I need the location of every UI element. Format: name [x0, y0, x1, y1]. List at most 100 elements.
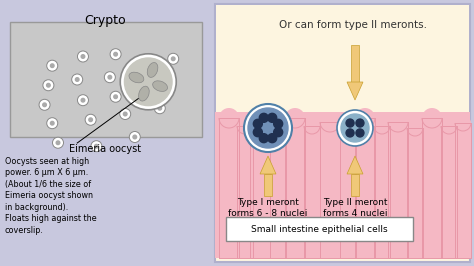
Bar — [270, 128, 286, 258]
Ellipse shape — [138, 86, 149, 101]
Circle shape — [108, 75, 112, 79]
Circle shape — [244, 104, 292, 152]
Ellipse shape — [129, 72, 144, 83]
Circle shape — [268, 134, 277, 143]
Circle shape — [56, 141, 60, 144]
Circle shape — [110, 49, 121, 60]
Bar — [0, 256, 474, 266]
Circle shape — [356, 129, 364, 137]
Circle shape — [374, 118, 390, 134]
Polygon shape — [260, 156, 276, 174]
Text: Oocysts seen at high
power. 6 μm X 6 μm.
(About 1/6 the size of
Eimeria oocyst s: Oocysts seen at high power. 6 μm X 6 μm.… — [5, 157, 97, 235]
Circle shape — [95, 144, 98, 148]
Circle shape — [388, 112, 408, 132]
Bar — [441, 126, 457, 258]
Bar — [216, 5, 469, 112]
Bar — [10, 22, 202, 137]
Circle shape — [268, 113, 277, 122]
Circle shape — [75, 78, 79, 81]
Circle shape — [219, 108, 239, 128]
Circle shape — [356, 119, 364, 127]
Circle shape — [125, 58, 172, 106]
Bar — [285, 118, 305, 258]
Bar — [374, 126, 390, 258]
Circle shape — [355, 108, 375, 128]
Circle shape — [168, 53, 179, 64]
Circle shape — [120, 54, 176, 110]
Circle shape — [123, 112, 127, 116]
Ellipse shape — [147, 63, 158, 77]
Bar — [285, 118, 305, 258]
Circle shape — [250, 112, 270, 132]
Bar — [219, 118, 239, 258]
Bar — [270, 128, 286, 258]
Circle shape — [259, 134, 268, 143]
Circle shape — [72, 74, 82, 85]
Circle shape — [81, 98, 85, 102]
Ellipse shape — [153, 81, 167, 92]
Bar — [304, 126, 320, 258]
Circle shape — [46, 84, 50, 87]
Circle shape — [270, 120, 286, 136]
Circle shape — [407, 120, 423, 136]
Circle shape — [172, 57, 175, 61]
Circle shape — [91, 141, 102, 152]
Bar — [355, 118, 375, 258]
Bar — [320, 122, 340, 258]
Circle shape — [253, 128, 262, 137]
Circle shape — [341, 114, 369, 142]
Circle shape — [143, 60, 146, 64]
Circle shape — [85, 114, 96, 125]
Circle shape — [273, 128, 283, 137]
Circle shape — [43, 103, 46, 107]
Circle shape — [133, 135, 137, 139]
Bar — [374, 126, 390, 258]
Bar — [388, 122, 408, 258]
Bar — [422, 118, 442, 258]
Polygon shape — [347, 82, 363, 100]
Circle shape — [422, 108, 442, 128]
Circle shape — [39, 99, 50, 110]
Bar — [215, 112, 470, 258]
Bar — [264, 174, 272, 196]
Circle shape — [47, 118, 58, 129]
Bar — [407, 128, 423, 258]
Circle shape — [81, 55, 85, 58]
FancyBboxPatch shape — [226, 217, 413, 241]
Circle shape — [120, 109, 131, 119]
Circle shape — [114, 52, 118, 56]
Circle shape — [285, 108, 305, 128]
Bar — [455, 123, 471, 258]
Circle shape — [455, 115, 471, 131]
Circle shape — [154, 103, 165, 114]
Circle shape — [158, 106, 162, 110]
Bar — [340, 128, 356, 258]
Bar — [340, 128, 356, 258]
Circle shape — [50, 121, 54, 125]
Bar — [237, 126, 253, 258]
Bar — [422, 118, 442, 258]
Text: Or can form type II meronts.: Or can form type II meronts. — [279, 20, 427, 30]
Text: Type I meront
forms 6 - 8 nuclei: Type I meront forms 6 - 8 nuclei — [228, 198, 308, 218]
Polygon shape — [347, 156, 363, 174]
Circle shape — [77, 51, 89, 62]
Bar — [304, 126, 320, 258]
Circle shape — [50, 64, 54, 68]
Circle shape — [304, 118, 320, 134]
Circle shape — [129, 131, 140, 143]
Bar — [320, 122, 340, 258]
Bar — [355, 118, 375, 258]
Circle shape — [337, 110, 373, 146]
Circle shape — [162, 84, 165, 87]
Bar — [407, 128, 423, 258]
Circle shape — [346, 129, 354, 137]
Circle shape — [47, 60, 58, 71]
Text: Small intestine epithelial cells: Small intestine epithelial cells — [251, 225, 388, 234]
Circle shape — [346, 119, 354, 127]
Bar — [250, 122, 270, 258]
Circle shape — [248, 108, 288, 148]
Circle shape — [340, 120, 356, 136]
Bar — [441, 126, 457, 258]
Circle shape — [320, 112, 340, 132]
Circle shape — [237, 118, 253, 134]
